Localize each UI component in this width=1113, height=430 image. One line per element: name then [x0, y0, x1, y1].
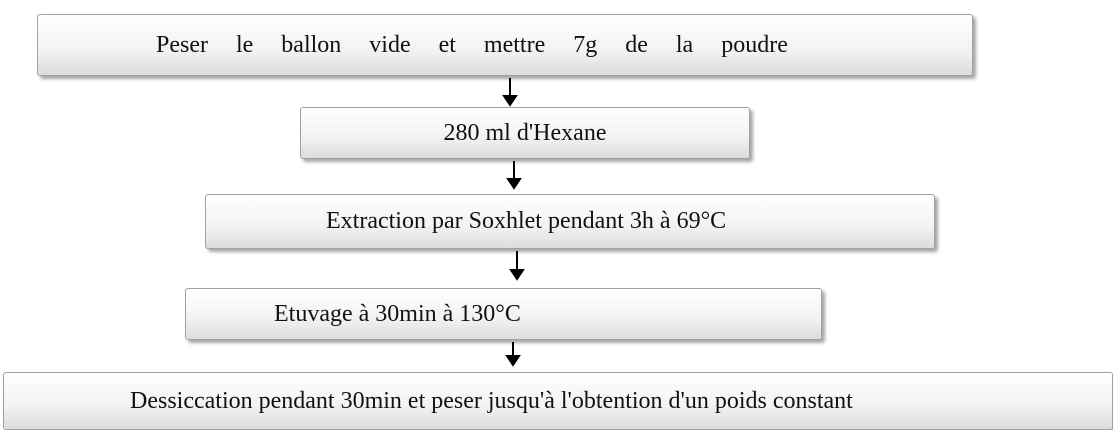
step-box: 280 ml d'Hexane — [300, 107, 750, 159]
step-box: Dessiccation pendant 30min et peser jusq… — [3, 372, 1113, 430]
arrowhead — [506, 178, 522, 190]
arrowhead — [502, 95, 518, 107]
arrowhead — [505, 355, 521, 367]
step-box: Etuvage à 30min à 130°C — [185, 288, 822, 340]
step-box: Extraction par Soxhlet pendant 3h à 69°C — [205, 194, 935, 249]
arrowhead — [509, 269, 525, 281]
step-box: Peser le ballon vide et mettre 7g de la … — [37, 14, 973, 76]
